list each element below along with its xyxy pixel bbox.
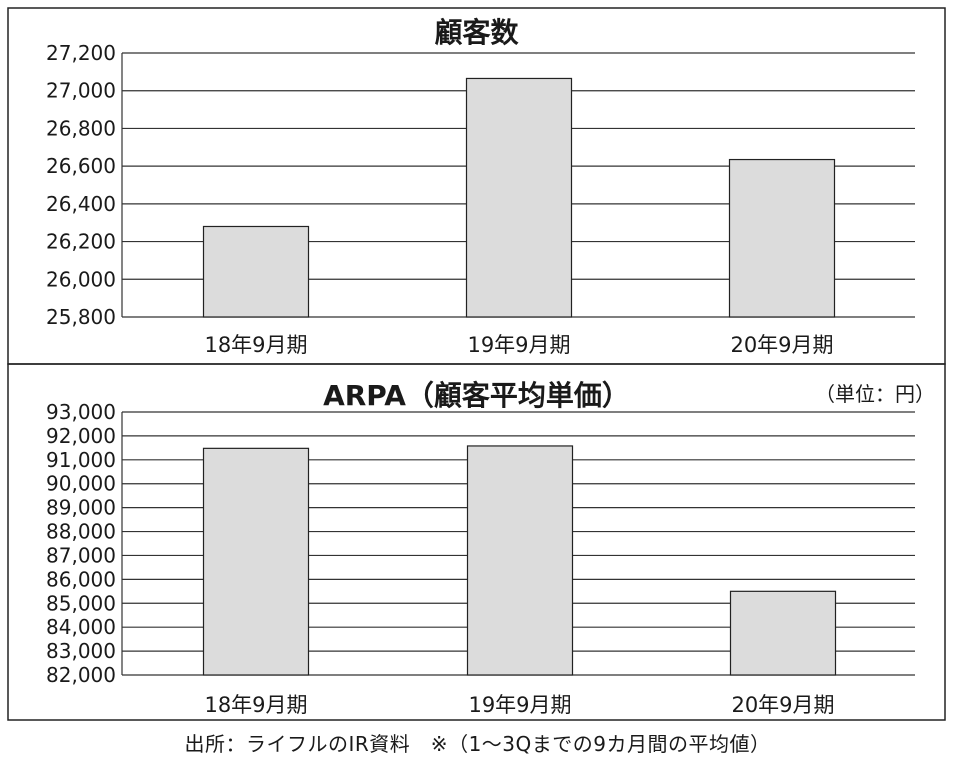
y-tick-label: 92,000: [46, 424, 116, 448]
y-tick-label: 90,000: [46, 472, 116, 496]
category-label: 18年9月期: [204, 693, 307, 717]
chart-title: 顧客数: [434, 16, 519, 49]
bar: [465, 77, 573, 318]
bar: [728, 158, 836, 318]
bar: [202, 447, 310, 676]
y-tick-label: 91,000: [46, 448, 116, 472]
y-tick-label: 86,000: [46, 567, 116, 591]
y-tick-label: 84,000: [46, 615, 116, 639]
panel-frame-2: [7, 363, 946, 721]
y-tick-label: 27,000: [46, 79, 116, 103]
y-tick-label: 26,800: [46, 116, 116, 140]
bar: [466, 445, 574, 676]
y-tick-label: 88,000: [46, 520, 116, 544]
chart-canvas: 25,800 26,000 26,200 26,400 26,600 26,800 27,0…: [7, 7, 946, 721]
y-tick-label: 26,600: [46, 154, 116, 178]
y-tick-label: 26,000: [46, 267, 116, 291]
y-tick-label: 26,400: [46, 192, 116, 216]
category-label: 18年9月期: [204, 333, 307, 357]
y-tick-label: 85,000: [46, 591, 116, 615]
unit-note: （単位：円）: [815, 382, 935, 406]
category-label: 19年9月期: [467, 333, 570, 357]
y-tick-label: 89,000: [46, 496, 116, 520]
source-note: 出所：ライフルのIR資料 ※（1～3Qまでの9カ月間の平均値）: [184, 732, 771, 756]
y-tick-label: 87,000: [46, 543, 116, 567]
category-label: 20年9月期: [731, 693, 834, 717]
category-label: 20年9月期: [730, 333, 833, 357]
y-tick-label: 82,000: [46, 663, 116, 687]
category-label: 19年9月期: [468, 693, 571, 717]
y-tick-label: 83,000: [46, 639, 116, 663]
y-tick-label: 93,000: [46, 400, 116, 424]
y-tick-label: 26,200: [46, 230, 116, 254]
bar: [202, 225, 310, 318]
chart-title: ARPA（顧客平均単価）: [323, 379, 630, 412]
bar: [729, 590, 837, 676]
y-tick-label: 27,200: [46, 41, 116, 65]
y-tick-label: 25,800: [46, 305, 116, 329]
